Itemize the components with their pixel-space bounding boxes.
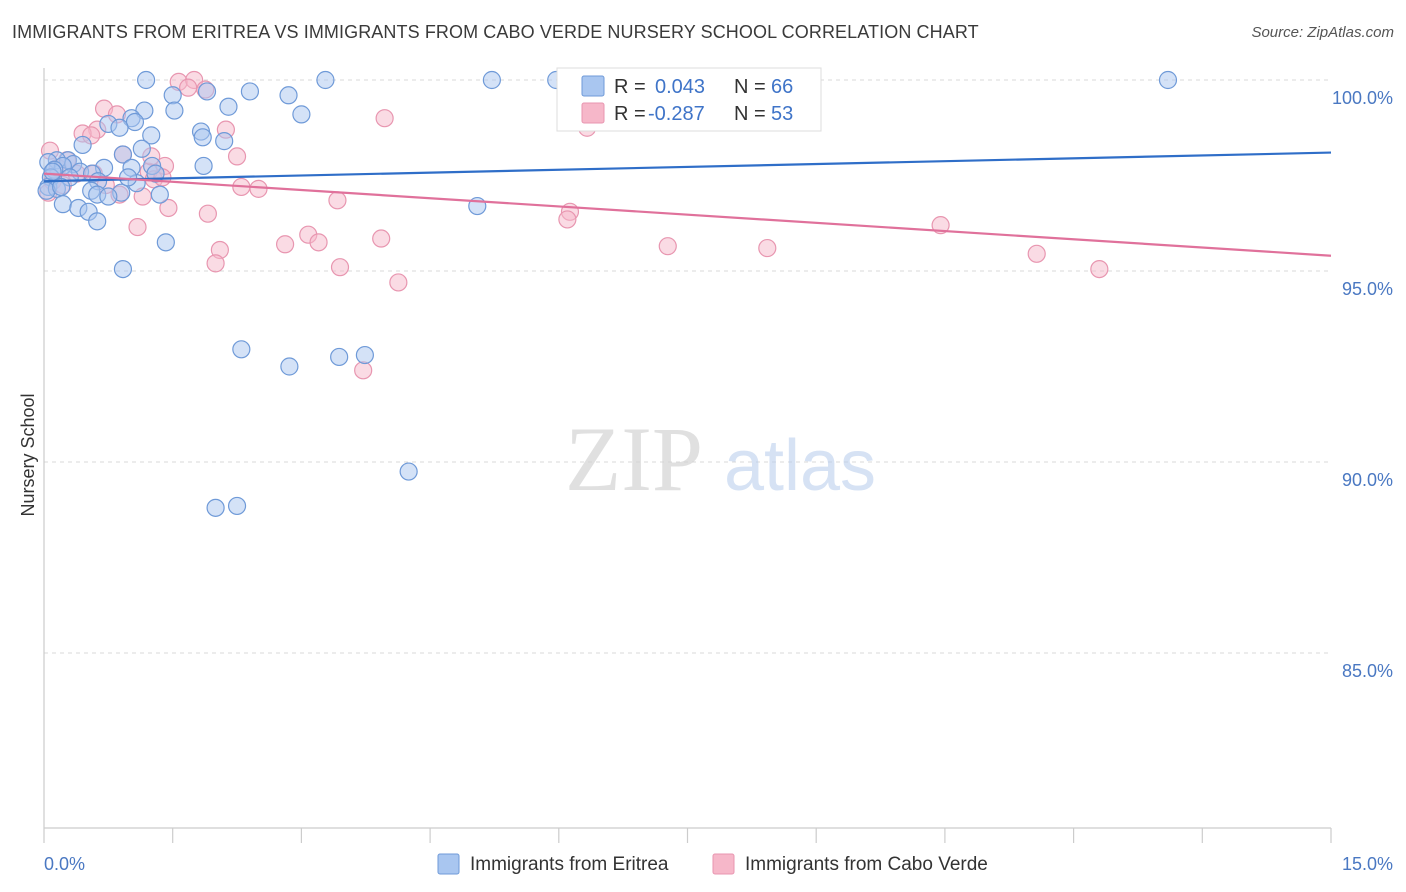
data-point [219, 97, 238, 116]
legend-n-label-eritrea: N = [734, 76, 766, 98]
data-point [249, 179, 268, 198]
data-point [110, 118, 129, 137]
x-tick-label: 15.0% [1342, 854, 1393, 874]
x-tick-label: 0.0% [44, 854, 85, 874]
y-axis-title: Nursery School [18, 393, 38, 516]
series-legend: Immigrants from Eritrea Immigrants from … [437, 853, 988, 875]
data-point [399, 462, 418, 481]
trend-line-cabo-verde [43, 172, 1332, 257]
data-point [758, 238, 777, 258]
data-point [355, 345, 374, 365]
data-point [227, 496, 247, 516]
legend-swatch-eritrea [581, 75, 605, 97]
data-point [206, 254, 225, 273]
data-point [658, 237, 677, 256]
data-point [1158, 70, 1178, 90]
data-point [193, 128, 212, 147]
data-point [375, 109, 394, 128]
data-point [309, 233, 328, 252]
data-point [125, 112, 145, 132]
data-point [73, 135, 92, 155]
data-point [275, 235, 295, 254]
trend-line-eritrea [43, 151, 1332, 183]
data-point [159, 198, 178, 218]
legend-n-value-eritrea: 66 [771, 76, 793, 98]
data-point [99, 187, 118, 206]
data-point [52, 177, 71, 197]
data-point [150, 185, 169, 204]
data-point [330, 347, 349, 367]
data-point [179, 78, 198, 97]
data-point [43, 162, 62, 181]
legend-n-label-cabo-verde: N = [734, 103, 766, 125]
legend-r-value-eritrea: 0.043 [655, 76, 705, 98]
data-point [118, 168, 138, 187]
data-point [240, 82, 260, 101]
y-tick-label: 100.0% [1332, 88, 1393, 108]
data-point [354, 361, 373, 380]
legend-r-value-cabo-verde: -0.287 [648, 103, 705, 125]
data-point [198, 204, 217, 223]
legend-r-label-cabo-verde: R = [614, 103, 646, 125]
y-tick-label: 95.0% [1342, 279, 1393, 299]
data-point [165, 101, 184, 120]
chart-title: IMMIGRANTS FROM ERITREA VS IMMIGRANTS FR… [12, 22, 979, 42]
watermark: ZIP atlas [565, 408, 876, 510]
data-point [316, 70, 335, 90]
legend-n-value-cabo-verde: 53 [771, 103, 793, 125]
data-point [142, 126, 161, 145]
data-point [1090, 259, 1109, 279]
bottom-legend-swatch-cabo-verde [712, 853, 735, 875]
data-point [194, 156, 213, 176]
data-point [292, 105, 311, 124]
watermark-atlas: atlas [724, 426, 876, 506]
bottom-legend-label-cabo-verde: Immigrants from Cabo Verde [745, 854, 988, 875]
y-tick-labels: 85.0% 90.0% 95.0% 100.0% [1332, 88, 1393, 681]
data-point [113, 259, 133, 279]
data-point [128, 217, 147, 237]
data-point [215, 132, 234, 151]
y-tick-label: 85.0% [1342, 661, 1393, 681]
data-point [330, 258, 350, 277]
data-point [197, 82, 217, 101]
data-point [163, 86, 182, 105]
data-point [156, 233, 175, 252]
data-point [558, 210, 577, 229]
y-tick-label: 90.0% [1342, 470, 1393, 490]
watermark-zip: ZIP [565, 408, 703, 510]
data-point [931, 216, 950, 235]
data-point [280, 357, 299, 376]
correlation-legend: R = 0.043 N = 66 R = -0.287 N = 53 [556, 67, 822, 132]
data-point [137, 70, 156, 90]
legend-swatch-cabo-verde [581, 102, 605, 124]
data-point [1027, 244, 1046, 263]
data-point [372, 229, 391, 248]
bottom-legend-label-eritrea: Immigrants from Eritrea [470, 854, 669, 875]
data-point [227, 147, 247, 166]
data-point [53, 195, 72, 214]
chart-source: Source: ZipAtlas.com [1251, 24, 1394, 41]
data-point [88, 212, 107, 231]
legend-r-label-eritrea: R = [614, 76, 646, 98]
data-point [206, 498, 225, 517]
data-point [113, 145, 133, 164]
data-point [482, 70, 501, 90]
x-tick-labels: 0.0% 15.0% [43, 828, 1393, 874]
data-point [232, 340, 251, 359]
data-point [328, 191, 347, 210]
trend-lines [43, 151, 1332, 257]
data-point [132, 139, 151, 158]
data-point [389, 273, 408, 292]
data-point [279, 86, 298, 105]
bottom-legend-swatch-eritrea [437, 853, 460, 875]
